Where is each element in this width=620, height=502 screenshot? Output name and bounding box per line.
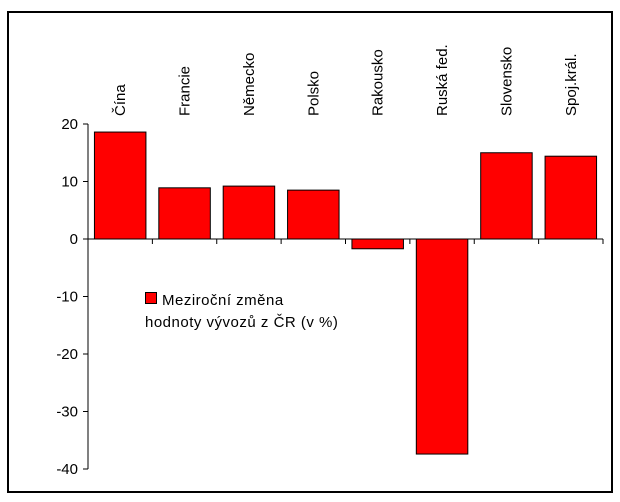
bar xyxy=(222,185,276,240)
bar xyxy=(480,152,533,240)
bar xyxy=(93,131,147,240)
x-tick-label: Ruská fed. xyxy=(434,44,451,116)
bar xyxy=(544,155,598,240)
bar xyxy=(158,187,211,240)
x-tick-label: Slovensko xyxy=(498,47,515,116)
bar xyxy=(287,189,340,240)
bar xyxy=(351,238,404,250)
y-tick-label: -40 xyxy=(56,461,78,478)
legend-label: Meziroční změna hodnoty vývozů z ČR (v %… xyxy=(145,292,339,331)
chart-border xyxy=(7,11,613,493)
x-tick-label: Francie xyxy=(177,66,194,116)
bar xyxy=(415,238,469,455)
x-tick-label: Spoj.král. xyxy=(563,53,580,116)
legend-swatch xyxy=(145,292,157,304)
y-tick-label: -10 xyxy=(56,289,78,306)
y-tick-label: 0 xyxy=(70,231,78,248)
x-tick-label: Čína xyxy=(112,84,129,116)
y-tick-label: -20 xyxy=(56,346,78,363)
y-tick-label: -30 xyxy=(56,404,78,421)
legend: Meziroční změna hodnoty vývozů z ČR (v %… xyxy=(145,290,345,334)
x-tick-label: Německo xyxy=(241,53,258,116)
x-tick-label: Polsko xyxy=(305,71,322,116)
y-tick-label: 10 xyxy=(61,174,78,191)
x-tick-label: Rakousko xyxy=(370,49,387,116)
y-tick-label: 20 xyxy=(61,116,78,133)
